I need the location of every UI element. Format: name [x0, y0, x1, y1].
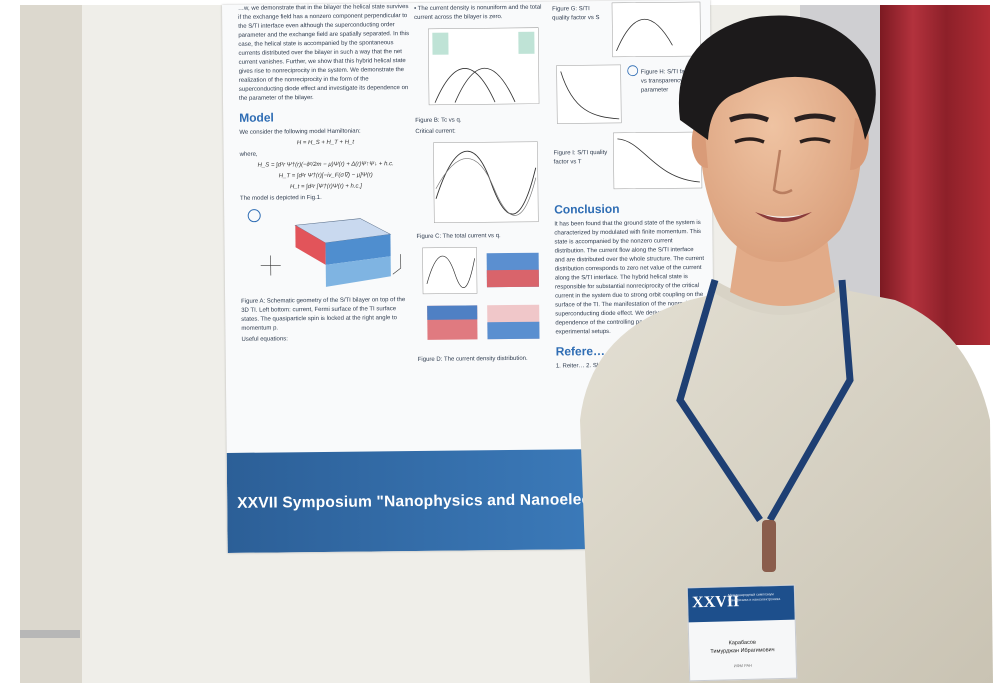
ht-equation: H_T = ∫d²r Ψ†(r)[−iv_F(σ∇) − μ]Ψ(r) [278, 172, 373, 180]
wall-left-shadow [20, 5, 82, 683]
critical-current-label: Critical current: [415, 128, 456, 135]
lanyard-left [676, 279, 763, 522]
quality-factor-plot-1 [611, 1, 701, 58]
poster-column-middle: • The current density is nonuniform and … [414, 4, 548, 367]
quality-factor-plot-3 [613, 131, 703, 190]
sweater-collar [710, 282, 850, 315]
lanyard-clip [762, 520, 776, 572]
name-badge: XXVII Международный симпозиум Нанофизика… [686, 584, 798, 682]
eyebrow-left [729, 113, 770, 123]
poster-column-right: Figure G: S/TI quality factor vs S Figur… [552, 0, 706, 374]
model-figure-ref: The model is depicted in Fig.1. [239, 194, 322, 202]
badge-given-name: Тимурджан Ибрагимович [710, 647, 775, 655]
abstract-text: …w, we demonstrate that in the bilayer t… [238, 4, 410, 102]
nose [772, 149, 793, 195]
skirting-board [20, 630, 80, 638]
figure-b-caption: Figure B: Tc vs q. [415, 117, 462, 124]
hs-equation: H_S = ∫d³r Ψ†(r)(−∂²/2m − μ)Ψ(r) + Δ(r)Ψ… [257, 161, 394, 169]
face [699, 36, 862, 262]
model-intro: We consider the following model Hamilton… [239, 128, 361, 136]
figure-c-area [415, 138, 546, 233]
model-heading: Model [239, 110, 274, 125]
badge-header: XXVII Международный симпозиум Нанофизика… [687, 585, 795, 623]
quality-factor-plot-2 [556, 64, 639, 124]
hamiltonian-equation: H = H_S + H_T + H_t [296, 139, 355, 147]
poster-column-left: …w, we demonstrate that in the bilayer t… [238, 3, 414, 347]
figure-d-area [417, 243, 548, 356]
bilayer-schematic-figure [247, 209, 402, 287]
figure-b-area [414, 24, 545, 117]
figure-a-caption: Figure A: Schematic geometry of the S/TI… [241, 297, 406, 332]
htun-equation: H_t = ∫d²r [Ψ†(r)Ψ(r) + h.c.] [289, 183, 362, 191]
badge-organization: ИФМ РАН [733, 662, 753, 669]
hair [678, 15, 876, 140]
useful-equations: Useful equations: [241, 336, 288, 343]
current-bullet: • The current density is nonuniform and … [414, 4, 542, 21]
teeth [762, 214, 805, 218]
tc-vs-q-plot [428, 27, 540, 106]
presenter-person [580, 15, 993, 683]
figure-c-caption: Figure C: The total current vs q. [416, 233, 501, 240]
figure-g-area: Figure G: S/TI quality factor vs S [552, 0, 703, 62]
eye-right [799, 137, 831, 144]
lanyard-right [766, 279, 854, 522]
badge-subtitle: Международный симпозиум Нанофизика и нан… [727, 592, 781, 603]
eyebrow-right [794, 113, 836, 123]
where-text: where, [239, 151, 258, 158]
red-curtain [880, 5, 990, 345]
eye-left [734, 137, 765, 144]
scientific-poster: …w, we demonstrate that in the bilayer t… [222, 0, 716, 553]
badge-person-name: Карабасов Тимурджан Ибрагимович [689, 620, 796, 657]
current-vs-q-plot [433, 141, 539, 224]
figure-i-area: Figure I: S/TI quality factor vs T [553, 128, 704, 196]
figure-d-caption: Figure D: The current density distributi… [417, 355, 528, 363]
current-density-maps [422, 247, 540, 340]
figure-a-area [240, 204, 413, 298]
figure-h-area: Figure H: S/TI factor vs transparency pa… [553, 60, 704, 130]
